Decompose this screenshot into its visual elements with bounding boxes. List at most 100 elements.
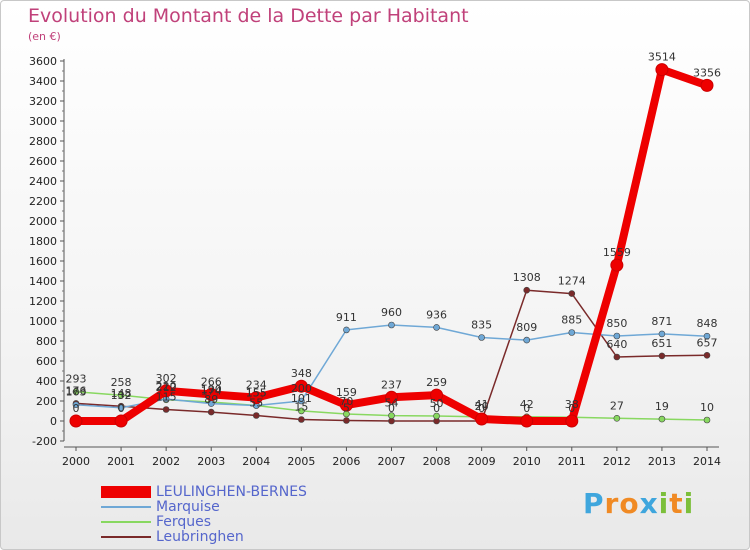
data-label: 1559 — [603, 246, 631, 259]
data-label: 54 — [385, 397, 399, 410]
data-label: 42 — [520, 398, 534, 411]
data-point — [388, 321, 395, 329]
data-point — [523, 336, 531, 344]
y-tick-label: 2600 — [29, 155, 57, 168]
data-label: 809 — [516, 321, 537, 334]
y-tick-label: 600 — [36, 355, 57, 368]
data-label: 871 — [651, 315, 672, 328]
data-label: 15 — [294, 401, 308, 414]
data-label: 132 — [111, 389, 132, 402]
x-tick-label: 2014 — [693, 455, 721, 468]
data-point — [658, 352, 666, 360]
data-point — [703, 351, 711, 359]
data-label: 0 — [118, 402, 125, 415]
data-label: 3356 — [693, 66, 721, 79]
data-label: 220 — [156, 380, 177, 393]
data-label: 200 — [291, 382, 312, 395]
data-label: 190 — [201, 383, 222, 396]
data-label: 234 — [246, 379, 267, 392]
data-point — [117, 391, 125, 399]
data-point — [343, 417, 350, 424]
logo-letter: i — [683, 487, 695, 520]
data-label: 27 — [610, 399, 624, 412]
data-label: 41 — [475, 398, 489, 411]
data-point — [249, 391, 263, 405]
legend-label: Leubringhen — [156, 529, 244, 545]
y-tick-label: -200 — [32, 435, 57, 448]
legend-swatch — [101, 486, 151, 498]
data-label: 19 — [655, 400, 669, 413]
data-label: 174 — [201, 385, 222, 398]
x-tick-label: 2004 — [242, 455, 270, 468]
data-point — [565, 414, 579, 428]
data-point — [388, 412, 395, 419]
x-tick-label: 2006 — [332, 455, 360, 468]
data-point — [162, 406, 170, 413]
y-tick-label: 3400 — [29, 75, 57, 88]
data-point — [69, 414, 83, 428]
data-label: 159 — [336, 386, 357, 399]
y-tick-label: 0 — [50, 415, 57, 428]
logo-letter: t — [669, 487, 684, 520]
data-label: 115 — [156, 391, 177, 404]
data-point — [207, 408, 215, 416]
x-tick-label: 2007 — [378, 455, 406, 468]
legend-swatch — [101, 505, 151, 509]
x-tick-label: 2005 — [287, 455, 315, 468]
data-point — [343, 326, 350, 334]
y-tick-label: 2000 — [29, 215, 57, 228]
data-label: 348 — [291, 367, 312, 380]
data-point — [613, 414, 621, 422]
data-label: 163 — [66, 386, 87, 399]
data-label: 89 — [204, 393, 218, 406]
x-tick-label: 2008 — [423, 455, 451, 468]
y-tick-label: 1000 — [29, 315, 57, 328]
data-point — [610, 258, 624, 272]
y-tick-label: 800 — [36, 335, 57, 348]
data-point — [294, 379, 308, 393]
y-tick-label: 3200 — [29, 95, 57, 108]
x-tick-label: 2000 — [62, 455, 90, 468]
data-point — [114, 414, 128, 428]
data-point — [433, 412, 440, 420]
x-tick-label: 2011 — [558, 455, 586, 468]
data-point — [568, 290, 576, 297]
data-point — [159, 384, 173, 398]
x-tick-label: 2012 — [603, 455, 631, 468]
logo-letter: x — [639, 487, 659, 520]
data-point — [433, 324, 440, 331]
data-point — [703, 332, 711, 340]
logo-letter: P — [583, 487, 605, 520]
data-point — [475, 412, 489, 426]
data-point — [385, 390, 398, 404]
data-label: 885 — [561, 314, 582, 327]
x-tick-label: 2002 — [152, 455, 180, 468]
data-label: 3514 — [648, 51, 676, 64]
x-tick-label: 2013 — [648, 455, 676, 468]
data-point — [339, 398, 353, 412]
data-label: 70 — [339, 395, 353, 408]
x-tick-label: 2003 — [197, 455, 225, 468]
data-point — [72, 401, 80, 409]
legend-label: Marquise — [156, 499, 220, 515]
data-point — [298, 397, 305, 405]
y-tick-label: 1600 — [29, 255, 57, 268]
y-tick-label: 3600 — [29, 55, 57, 68]
data-point — [478, 334, 485, 341]
data-point — [430, 388, 444, 402]
data-point — [520, 414, 534, 428]
x-tick-label: 2009 — [468, 455, 496, 468]
data-label: 101 — [291, 392, 312, 405]
data-label: 176 — [66, 384, 87, 397]
data-label: 0 — [523, 402, 530, 415]
data-label: 237 — [381, 378, 402, 391]
data-point — [613, 353, 621, 361]
y-tick-label: 200 — [36, 395, 57, 408]
data-label: 0 — [73, 402, 80, 415]
x-tick-label: 2010 — [513, 455, 541, 468]
y-tick-label: 2800 — [29, 135, 57, 148]
data-point — [72, 388, 80, 396]
legend-label: LEULINGHEN-BERNES — [156, 484, 307, 500]
data-label: 148 — [111, 387, 132, 400]
